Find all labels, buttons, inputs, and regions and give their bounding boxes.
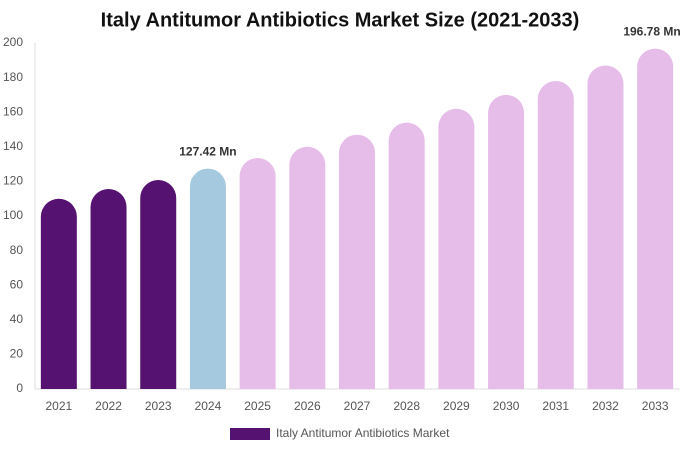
y-tick-label: 180 [3, 70, 23, 84]
y-tick-label: 0 [16, 381, 23, 395]
legend-label: Italy Antitumor Antibiotics Market [276, 426, 450, 440]
bar [140, 180, 177, 389]
bar [40, 198, 77, 389]
bar [488, 94, 525, 390]
y-tick-label: 100 [3, 208, 23, 222]
value-label: 196.78 Mn [623, 25, 680, 39]
y-tick-label: 20 [10, 347, 24, 361]
bar [90, 189, 127, 389]
y-tick-label: 80 [10, 243, 24, 257]
x-tick-label: 2023 [145, 399, 172, 413]
y-tick-label: 40 [10, 312, 24, 326]
x-tick-label: 2024 [195, 399, 222, 413]
bar [637, 48, 674, 390]
x-tick-label: 2025 [244, 399, 271, 413]
x-tick-label: 2022 [95, 399, 122, 413]
bar [189, 168, 226, 389]
bar [587, 65, 624, 390]
x-tick-label: 2032 [592, 399, 619, 413]
x-tick-label: 2030 [493, 399, 520, 413]
y-tick-label: 160 [3, 104, 23, 118]
bar [438, 108, 475, 390]
y-tick-label: 200 [3, 35, 23, 49]
x-tick-label: 2033 [642, 399, 669, 413]
y-tick-label: 60 [10, 277, 24, 291]
bar [289, 146, 326, 389]
bar [239, 158, 276, 389]
x-tick-label: 2031 [542, 399, 569, 413]
y-tick-label: 140 [3, 139, 23, 153]
y-tick-label: 120 [3, 174, 23, 188]
bar [388, 122, 425, 389]
value-label: 127.42 Mn [179, 145, 236, 159]
x-tick-label: 2027 [344, 399, 371, 413]
x-tick-label: 2026 [294, 399, 321, 413]
x-tick-label: 2029 [443, 399, 470, 413]
x-tick-label: 2028 [393, 399, 420, 413]
bar [339, 134, 375, 389]
x-tick-label: 2021 [45, 399, 72, 413]
chart-title: Italy Antitumor Antibiotics Market Size … [101, 9, 580, 31]
bar [537, 81, 574, 389]
legend-swatch [230, 428, 270, 440]
